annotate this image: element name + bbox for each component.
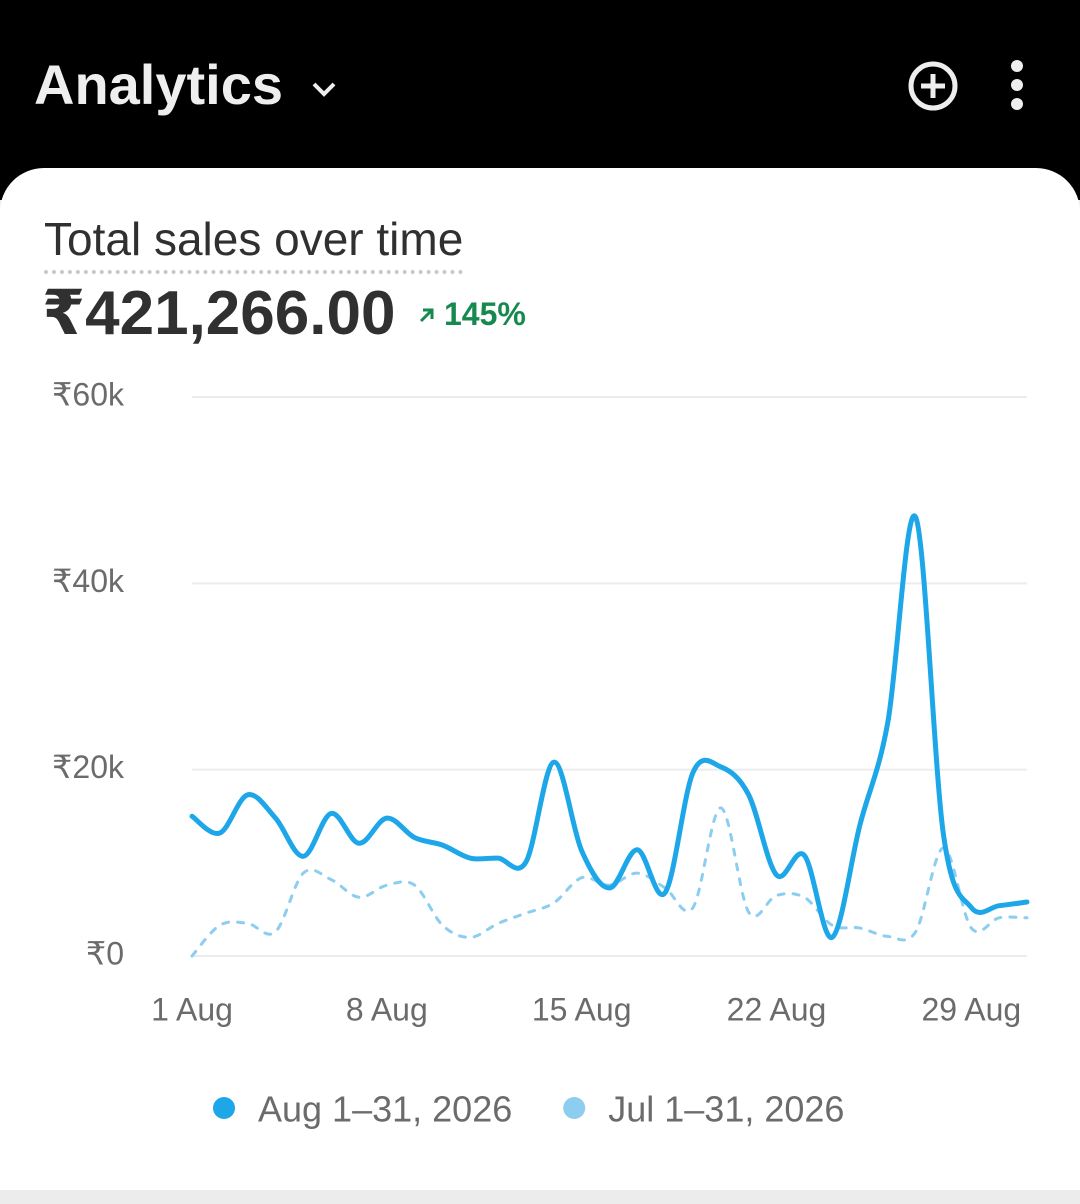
x-tick-label: 1 Aug bbox=[151, 991, 233, 1027]
legend-marker bbox=[563, 1097, 586, 1119]
change-percent: 145% bbox=[444, 296, 526, 332]
arrow-icon bbox=[419, 308, 434, 323]
card-title[interactable]: Total sales over time bbox=[44, 212, 464, 274]
x-tick-label: 29 Aug bbox=[922, 991, 1022, 1027]
page-title[interactable]: Analytics bbox=[34, 53, 283, 116]
series-line bbox=[190, 806, 1029, 958]
y-tick-label: ₹20k bbox=[52, 749, 125, 785]
add-button[interactable] bbox=[908, 61, 958, 111]
app-header: Analytics bbox=[0, 0, 1080, 200]
legend-label: Jul 1–31, 2026 bbox=[608, 1089, 844, 1130]
x-tick-label: 15 Aug bbox=[532, 991, 632, 1027]
total-sales: ₹421,266.00 bbox=[42, 279, 396, 348]
y-tick-label: ₹0 bbox=[86, 935, 124, 971]
chevron-icon[interactable] bbox=[312, 82, 336, 97]
y-tick-label: ₹40k bbox=[52, 563, 125, 599]
series-line bbox=[189, 513, 1030, 940]
card: Total sales over time ₹421,266.00 145% bbox=[0, 168, 1080, 1190]
more-button[interactable] bbox=[1011, 60, 1023, 110]
legend-label: Aug 1–31, 2026 bbox=[258, 1089, 512, 1130]
header-icons bbox=[312, 60, 1023, 111]
legend-marker bbox=[213, 1097, 235, 1119]
x-tick-label: 22 Aug bbox=[727, 991, 827, 1027]
y-tick-label: ₹60k bbox=[52, 376, 125, 412]
x-tick-label: 8 Aug bbox=[346, 991, 428, 1027]
